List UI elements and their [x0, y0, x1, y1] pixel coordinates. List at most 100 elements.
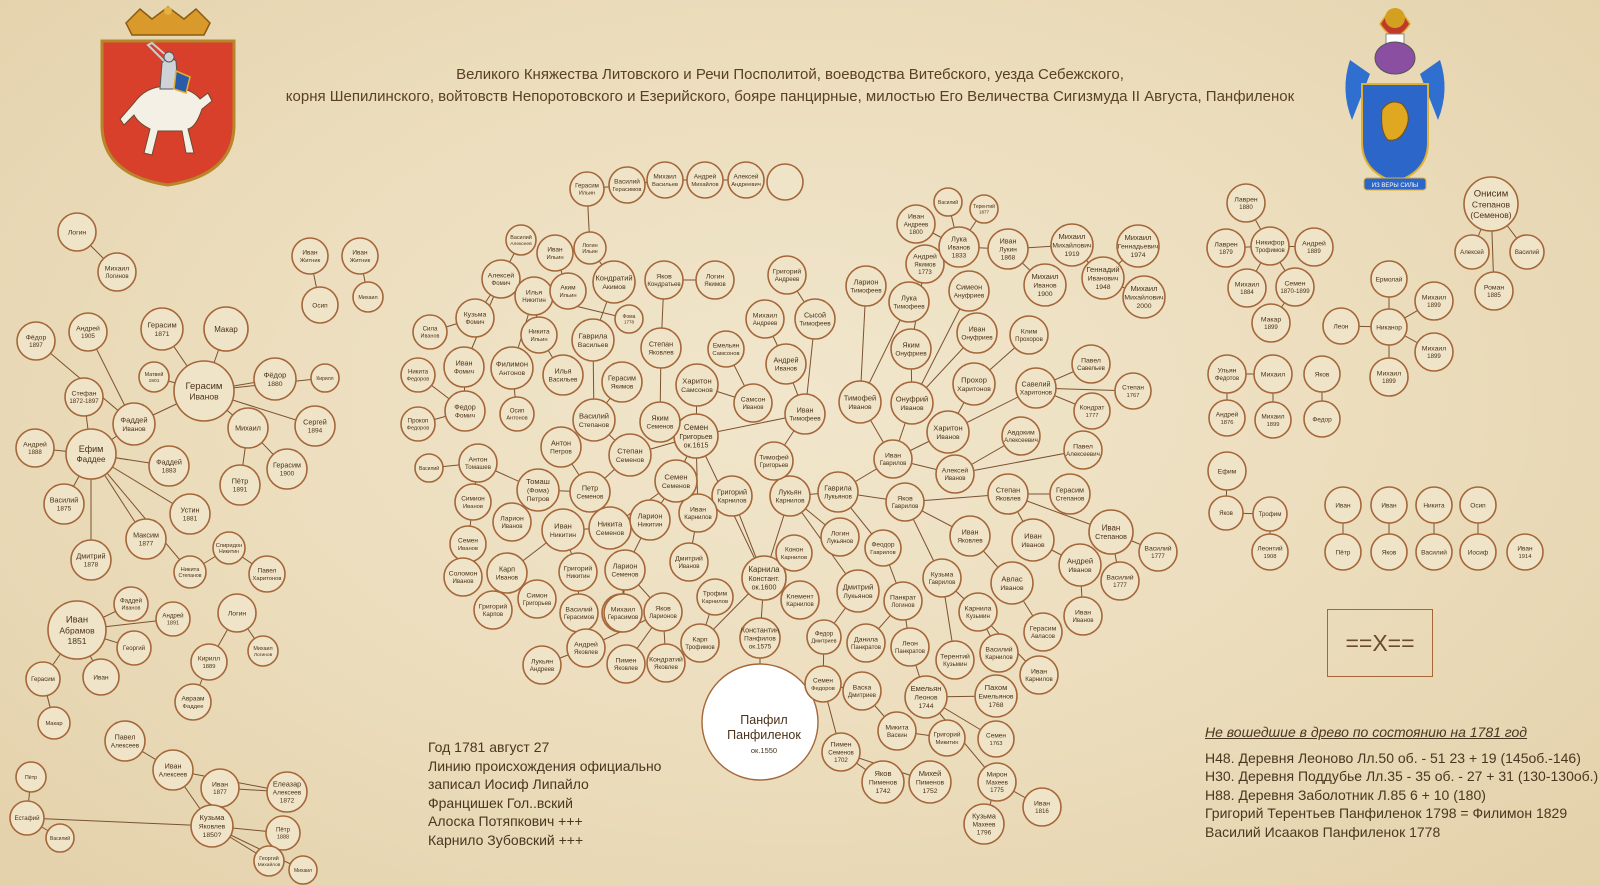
person-node[interactable]: Яким Онуфриев — [890, 328, 932, 370]
person-node[interactable]: Василий — [1509, 234, 1545, 270]
person-node[interactable]: Михаил — [352, 281, 384, 313]
person-node[interactable]: Ларион Никитин — [629, 499, 671, 541]
person-node[interactable]: Кондратий Акимов — [592, 260, 636, 304]
person-node[interactable]: Ефим — [1207, 451, 1247, 491]
person-node[interactable]: Прохор Харитонов — [952, 362, 996, 406]
person-node[interactable]: Яков — [1303, 355, 1341, 393]
person-node[interactable]: Пётр — [15, 761, 47, 793]
person-node[interactable]: Иван Алексеев — [152, 749, 194, 791]
person-node[interactable]: Петр Семенов — [569, 471, 611, 513]
person-node[interactable]: Герасим 1900 — [266, 448, 308, 490]
person-node[interactable]: Яков — [1370, 533, 1408, 571]
person-node[interactable]: Ларион Семенов — [604, 549, 646, 591]
person-node[interactable]: Симеон Ануфриев — [948, 270, 990, 312]
person-node[interactable]: Федор Фомич — [444, 390, 486, 432]
person-node[interactable] — [766, 163, 804, 201]
person-node[interactable]: Кирилл — [310, 363, 340, 393]
person-node[interactable]: Никанор — [1370, 308, 1408, 346]
person-node[interactable]: Иван Онуфриев — [956, 312, 998, 354]
person-node[interactable]: Естафий — [9, 800, 45, 836]
person-node[interactable]: Авлас Иванов — [990, 561, 1034, 605]
person-node[interactable]: Василий — [414, 453, 444, 483]
person-node[interactable]: Пётр 1891 — [219, 464, 261, 506]
person-node[interactable]: Иосиф — [1459, 533, 1497, 571]
person-node[interactable]: Иван — [1370, 486, 1408, 524]
person-node[interactable]: Филимон Антонов — [490, 346, 534, 390]
person-node[interactable]: Пётр — [1324, 533, 1362, 571]
person-node[interactable]: Герасим Степанов — [1049, 473, 1091, 515]
person-node[interactable]: Савелий Харитонов — [1015, 367, 1057, 409]
person-node[interactable]: Лукьян Карнилов — [769, 475, 811, 517]
person-node[interactable]: Андрей Иванов — [1058, 543, 1102, 587]
person-node[interactable]: Степан Семенов — [608, 433, 652, 477]
person-node[interactable]: Герасим — [25, 661, 61, 697]
person-node[interactable]: Дмитрий 1878 — [70, 539, 112, 581]
person-node[interactable]: Федор — [1303, 400, 1341, 438]
person-node[interactable]: Осип — [301, 286, 339, 324]
person-node[interactable]: Василий — [45, 823, 75, 853]
